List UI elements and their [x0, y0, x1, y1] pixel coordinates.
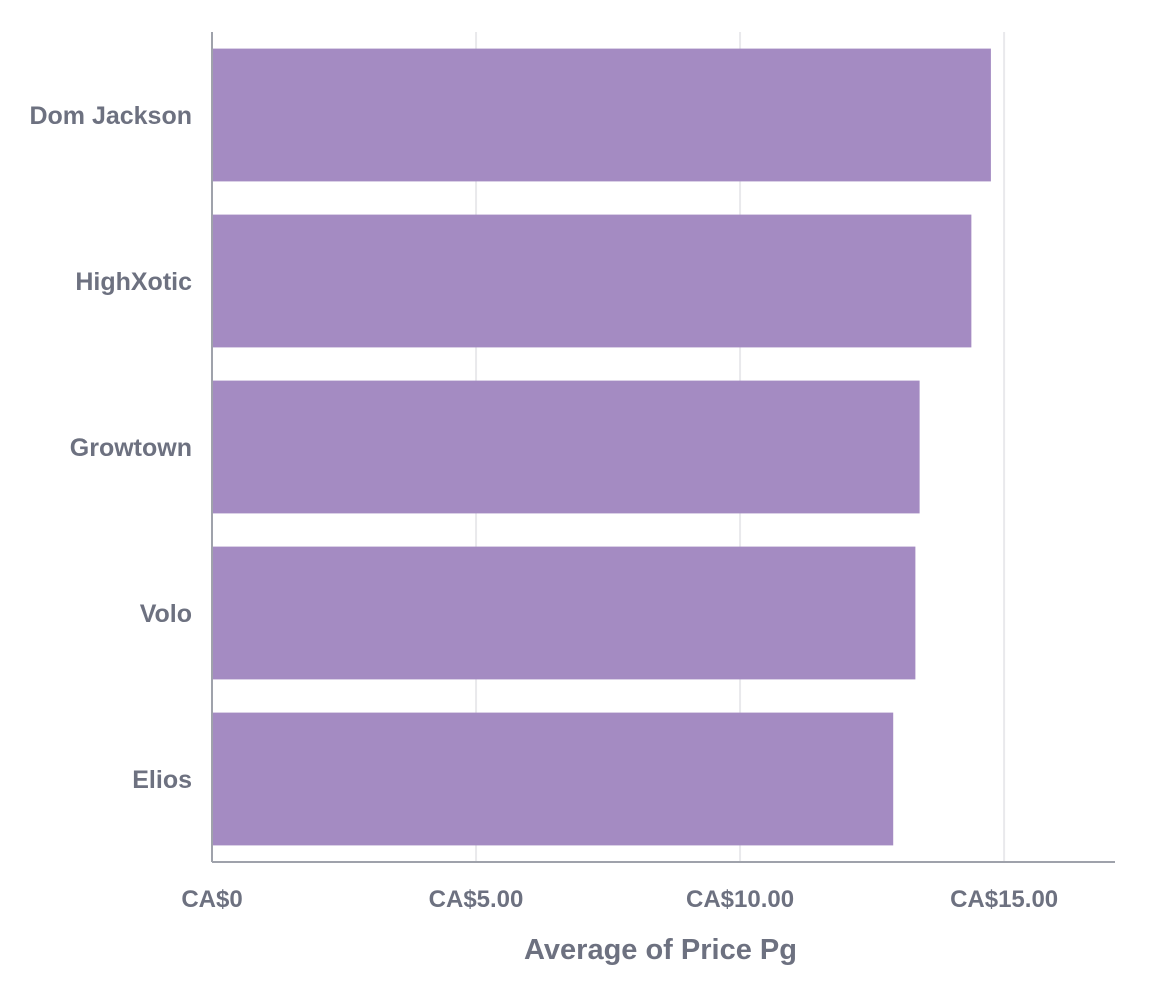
x-tick-labels: CA$0 CA$5.00 CA$10.00 CA$15.00: [181, 886, 1058, 913]
axes: [211, 32, 1115, 863]
x-axis-title: Average of Price Pg: [524, 934, 797, 966]
category-label: Volo: [140, 600, 192, 628]
x-tick-label: CA$15.00: [950, 886, 1058, 913]
bars: [212, 48, 991, 846]
bar-dom-jackson: [212, 48, 991, 182]
category-label: Elios: [132, 766, 192, 794]
bar-growtown: [212, 380, 920, 514]
x-tick-label: CA$0: [181, 886, 242, 913]
bar-highxotic: [212, 214, 972, 348]
bar-volo: [212, 546, 916, 680]
x-tick-label: CA$5.00: [429, 886, 524, 913]
category-label: HighXotic: [75, 268, 192, 296]
category-label: Growtown: [70, 434, 192, 462]
x-tick-label: CA$10.00: [686, 886, 794, 913]
category-labels: Dom Jackson HighXotic Growtown Volo Elios: [29, 102, 192, 794]
bar-elios: [212, 712, 894, 846]
category-label: Dom Jackson: [29, 102, 192, 130]
